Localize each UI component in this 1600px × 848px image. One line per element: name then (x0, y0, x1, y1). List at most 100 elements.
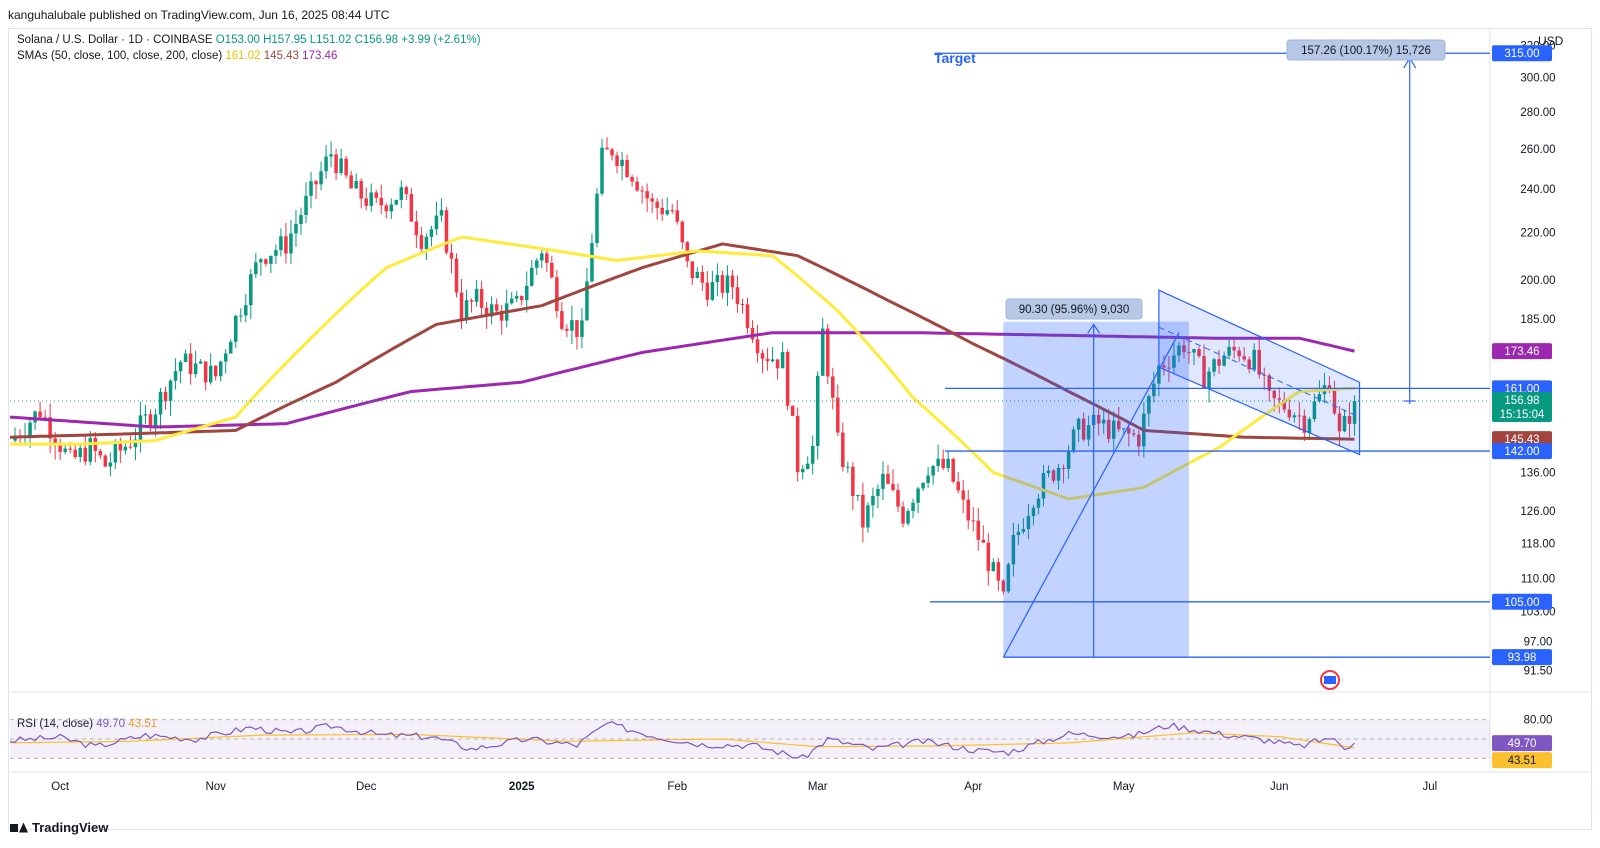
candle-body (1232, 346, 1236, 351)
rsi-line (9, 720, 1355, 759)
candle-body (585, 281, 589, 321)
symbol-legend[interactable]: Solana / U.S. Dollar · 1D · COINBASE O15… (17, 34, 481, 46)
candle-body (705, 282, 710, 300)
channel-midline (1158, 326, 1360, 418)
candle-body (324, 156, 328, 172)
y-tick-label: 300.00 (1520, 73, 1555, 85)
candle-body (1021, 528, 1026, 532)
candle-body (103, 455, 108, 467)
candle-body (1101, 419, 1106, 424)
candle-body (665, 210, 669, 215)
currency-label[interactable]: USD (1538, 34, 1564, 48)
candle-body (565, 328, 569, 331)
price-badge-sma200-bg (1492, 343, 1552, 360)
candle-body (33, 411, 37, 423)
candle-body (675, 210, 680, 222)
candle-body (851, 466, 855, 497)
candle-body (1307, 419, 1312, 433)
candle-body (73, 449, 77, 457)
candle-body (309, 181, 313, 196)
sma50-line (10, 235, 1355, 501)
candle-body (234, 315, 238, 342)
candle-body (1252, 349, 1256, 370)
candle-body (1237, 350, 1241, 357)
candle-body (1257, 349, 1261, 375)
candle-body (820, 328, 825, 376)
candle-body (550, 262, 554, 278)
price-badge-line-bg (1492, 649, 1552, 666)
x-tick-label: 2025 (509, 781, 535, 793)
rsi-title: RSI (14, close) (17, 718, 93, 730)
candle-body (1242, 356, 1246, 360)
candle-body (1347, 416, 1352, 424)
candle-body (695, 271, 700, 279)
candle-body (128, 446, 133, 448)
candle-body (28, 422, 32, 437)
candle-body (971, 520, 976, 522)
price-badge-line-bg (1492, 593, 1552, 610)
sma200-line (9, 331, 1355, 429)
candle-body (1096, 414, 1101, 424)
candle-body (1247, 359, 1251, 370)
candle-body (98, 450, 103, 456)
candle-body (53, 438, 57, 446)
rsi-ma-line (9, 732, 1355, 749)
candle-body (951, 458, 955, 482)
candle-body (605, 147, 609, 150)
candle-body (1167, 367, 1171, 369)
candle-body (1352, 400, 1357, 424)
price-badge-line: 105.00 (1504, 597, 1539, 609)
candle-body (886, 473, 890, 484)
candle-body (630, 176, 634, 182)
candle-body (535, 260, 539, 268)
candle-body (1337, 413, 1342, 432)
candle-body (986, 542, 991, 571)
candle-body (1041, 473, 1046, 499)
candle-body (831, 376, 835, 398)
sma-legend[interactable]: SMAs (50, close, 100, close, 200, close)… (17, 50, 337, 62)
candle-body (1207, 371, 1211, 389)
candle-body (153, 414, 158, 426)
candle-body (1292, 415, 1297, 418)
candle-body (359, 181, 363, 199)
candle-body (244, 305, 248, 316)
candle-body (1056, 467, 1061, 481)
candle-body (876, 488, 880, 496)
candle-body (570, 320, 574, 331)
publisher-line: kanguhalubale published on TradingView.c… (8, 8, 390, 22)
x-tick-label: Apr (964, 781, 982, 793)
ohlc-high: H157.95 (263, 34, 307, 46)
candle-body (1317, 394, 1322, 402)
y-tick-label: 91.50 (1524, 666, 1553, 678)
candle-body (735, 287, 740, 305)
candle-body (464, 300, 469, 320)
rsi-legend[interactable]: RSI (14, close) 49.70 43.51 (17, 718, 157, 730)
candle-body (946, 458, 950, 469)
candle-body (414, 221, 419, 236)
candle-body (725, 275, 730, 293)
chart-frame (8, 28, 1592, 830)
candle-body (78, 447, 82, 457)
candle-body (1212, 359, 1216, 372)
candle-body (640, 190, 644, 192)
candle-body (163, 391, 168, 401)
candle-body (183, 353, 188, 362)
candle-body (1162, 365, 1166, 368)
candle-body (800, 468, 805, 473)
candle-body (479, 289, 484, 308)
candle-body (1282, 399, 1287, 410)
candle-body (138, 415, 143, 440)
candle-body (1267, 375, 1272, 391)
candle-body (961, 490, 965, 500)
candle-body (615, 155, 619, 167)
candle-body (881, 473, 885, 489)
brand-label: TradingView (32, 820, 109, 835)
candle-body (118, 444, 123, 451)
candle-body (519, 296, 524, 301)
range-measure-label-bg (1005, 298, 1143, 320)
candle-body (846, 466, 850, 468)
tradingview-brand: TradingView (10, 820, 108, 835)
rsi-ma-badge: 43.51 (1508, 755, 1537, 767)
candle-body (1332, 391, 1337, 414)
